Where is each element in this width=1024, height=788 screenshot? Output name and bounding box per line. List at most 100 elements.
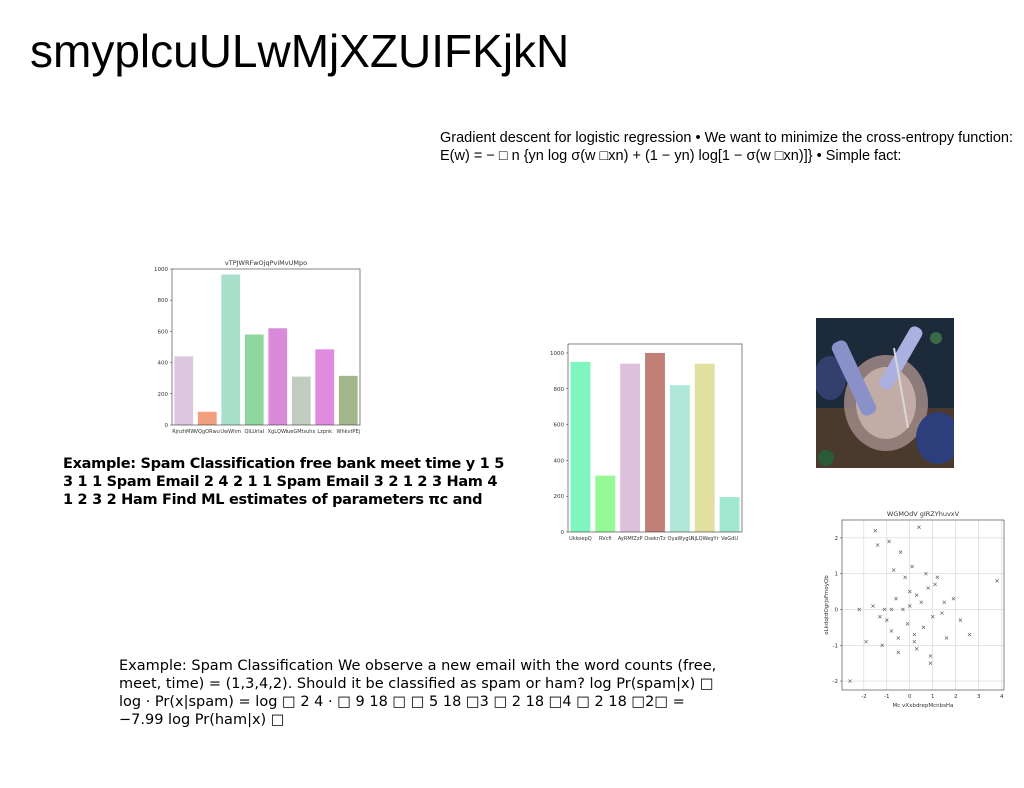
y-tick-label: 800 — [158, 298, 169, 304]
bar — [694, 363, 715, 532]
bar — [338, 375, 358, 425]
point — [884, 618, 889, 623]
x-tick-label: 3 — [977, 694, 981, 700]
point — [926, 586, 930, 590]
point — [928, 661, 933, 665]
point — [951, 596, 956, 601]
plot-frame — [171, 268, 361, 426]
y-tick-label: 0 — [561, 530, 565, 536]
y-tick-label: 2 — [835, 536, 839, 542]
x-tick-label: 2 — [954, 694, 958, 700]
slide-title: smyplcuULwMjXZUIFKjkN — [30, 25, 570, 77]
point — [857, 607, 862, 612]
x-tick-label: OseknTz — [644, 536, 666, 542]
point — [871, 604, 875, 608]
y-tick-label: 0 — [165, 423, 169, 429]
point — [901, 607, 905, 612]
x-tick-label: WhkvtPEj — [337, 429, 361, 435]
x-tick-label: VQgORwu — [195, 429, 220, 435]
bar — [315, 349, 335, 425]
point — [887, 539, 891, 544]
bar — [669, 385, 690, 532]
point — [912, 639, 917, 644]
x-tick-label: 0 — [908, 694, 912, 700]
y-tick-label: 400 — [158, 361, 169, 367]
y-tick-label: -2 — [833, 679, 838, 685]
bar — [244, 334, 264, 425]
plot-frame — [841, 519, 1005, 691]
y-tick-label: 600 — [158, 329, 169, 335]
point — [898, 550, 903, 555]
x-tick-label: XgLQWt — [268, 429, 288, 435]
chart: 0 200 400 600 800 1000 UkkoepQ RVcfi AyRMfZzP Ose… — [550, 343, 743, 542]
point — [873, 528, 878, 533]
x-tick-label: VeGdU — [721, 536, 738, 542]
chart-title: WGMOdV gIRZYhuvxV — [887, 510, 960, 518]
x-tick-label: QILUrIal — [244, 429, 264, 435]
x-tick-label: UkkoepQ — [569, 536, 592, 542]
y-axis-label: oLkdqtdOgrjsFrnoyQb — [824, 575, 830, 635]
x-tick-label: RVcfi — [599, 536, 612, 542]
point — [907, 604, 912, 608]
point — [967, 632, 972, 637]
chart: vTPJWRFwOjqPviMvUMpo 0 200 400 600 800 1000 Rjn… — [154, 259, 361, 435]
y-tick-label: 400 — [554, 458, 565, 464]
point — [882, 607, 887, 612]
point — [942, 600, 947, 605]
plot-frame — [567, 343, 743, 533]
point — [933, 582, 937, 587]
text-block: Example: Spam Classification We observe … — [119, 658, 717, 728]
point — [896, 636, 901, 640]
point — [907, 589, 912, 594]
x-tick-label: ueGMtsuhx — [287, 429, 315, 435]
photo — [816, 318, 954, 468]
point — [930, 614, 935, 619]
y-tick-label: 1 — [835, 572, 839, 578]
bar — [268, 328, 288, 425]
point — [903, 575, 908, 580]
x-tick-label: 1 — [931, 694, 935, 700]
chart: WGMOdV gIRZYhuvxV -2 -1 0 1 2 -2 -1 0 1 2 3 4 Mc vXxb… — [824, 510, 1005, 709]
chart-title: vTPJWRFwOjqPviMvUMpo — [225, 259, 307, 267]
y-tick-label: 0 — [835, 607, 839, 613]
point — [914, 593, 919, 597]
point — [914, 647, 919, 651]
x-tick-label: OyaWygU — [668, 536, 693, 542]
x-tick-label: Lzpnk — [317, 429, 332, 435]
point — [944, 636, 949, 640]
point — [905, 621, 910, 626]
point — [878, 614, 882, 619]
x-tick-label: 4 — [1000, 694, 1004, 700]
x-axis-label: Mc vXxbdrepMcnbsHa — [893, 703, 954, 709]
text-block: Gradient descent for logistic regression… — [440, 130, 1013, 164]
point — [924, 571, 928, 576]
point — [848, 679, 852, 683]
point — [910, 564, 914, 569]
point — [891, 568, 896, 572]
point — [912, 632, 917, 637]
point — [928, 654, 933, 658]
point — [958, 618, 963, 623]
y-tick-label: 1000 — [154, 267, 168, 273]
point — [864, 639, 868, 644]
x-tick-label: RjnzhMW — [172, 429, 195, 435]
point — [935, 575, 940, 580]
y-tick-label: -1 — [833, 643, 838, 649]
point — [894, 596, 898, 601]
x-tick-label: NjLQWegYr — [691, 536, 720, 542]
point — [875, 543, 880, 547]
x-tick-label: -1 — [884, 694, 889, 700]
bar — [570, 361, 591, 532]
bar — [620, 363, 641, 532]
bar — [645, 352, 665, 532]
y-tick-label: 200 — [158, 392, 169, 398]
point — [917, 525, 921, 529]
bar — [719, 497, 740, 532]
point — [889, 629, 894, 633]
y-tick-label: 200 — [554, 494, 565, 500]
text-block: Example: Spam Classification free bank m… — [63, 456, 504, 508]
bar — [291, 376, 311, 425]
x-tick-label: AyRMfZzP — [618, 536, 643, 542]
point — [995, 579, 999, 583]
